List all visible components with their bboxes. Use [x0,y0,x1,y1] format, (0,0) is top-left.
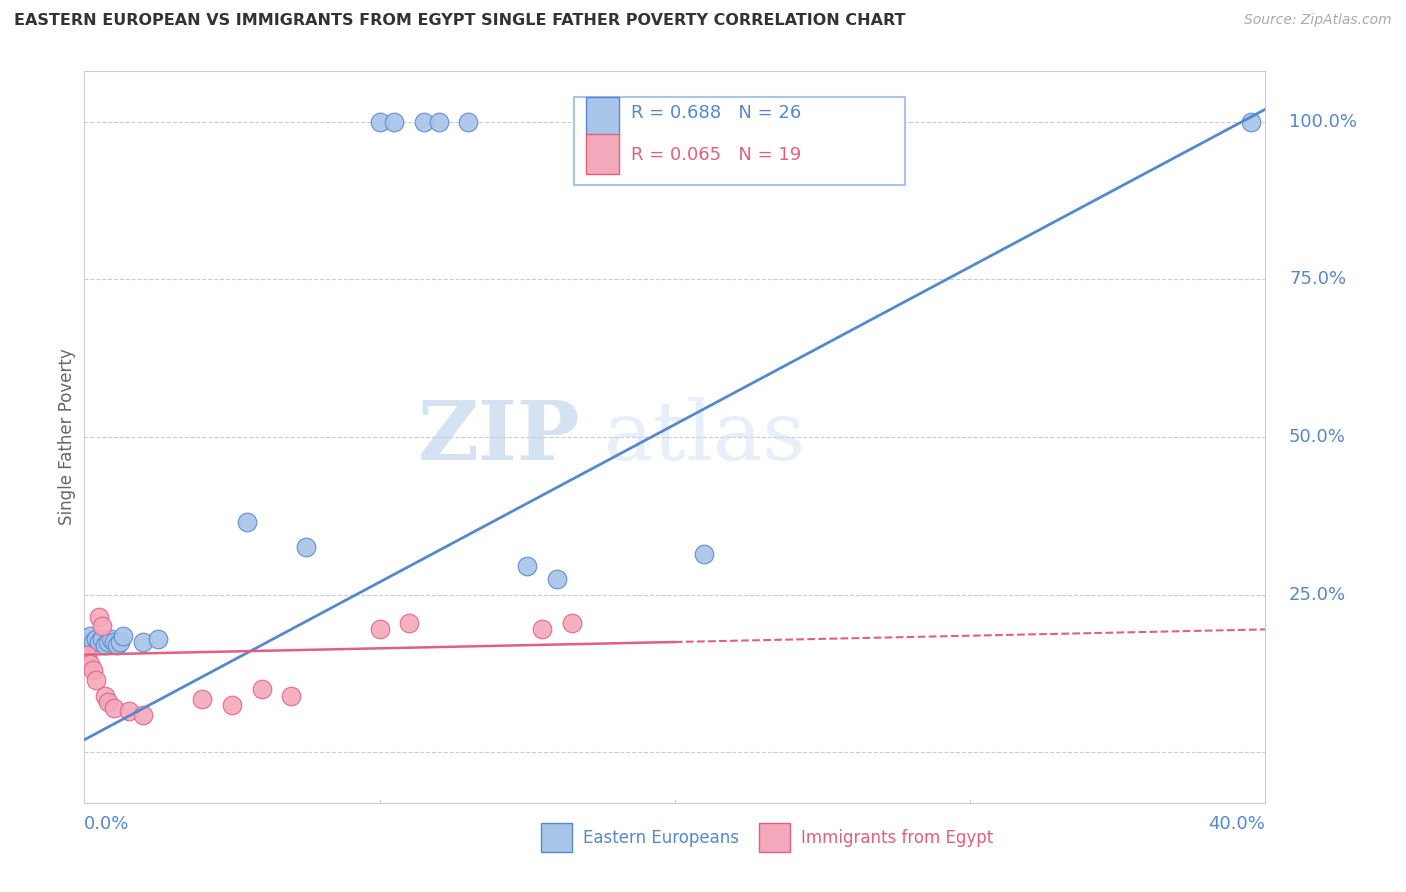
Point [87,635,111,649]
Point [693,547,716,561]
Text: 0.0%: 0.0% [84,815,129,833]
Point [103,635,125,649]
Point [97,635,120,649]
Text: R = 0.688   N = 26: R = 0.688 N = 26 [631,104,801,122]
Point [97,695,120,709]
Point [94,689,117,703]
Point [560,616,583,631]
Point [79,657,101,671]
Point [100,632,122,646]
Point [280,689,302,703]
Point [79,629,101,643]
Point [427,115,450,129]
Y-axis label: Single Father Poverty: Single Father Poverty [58,349,76,525]
Point [191,691,214,706]
Point [108,635,131,649]
Point [398,616,420,631]
Point [368,623,391,637]
Point [132,707,155,722]
Point [235,515,259,529]
Point [84,632,107,646]
Point [368,115,391,129]
Point [76,635,98,649]
Point [546,572,568,586]
Point [94,638,117,652]
Point [111,629,134,643]
Text: 25.0%: 25.0% [1289,586,1346,604]
Point [148,632,170,646]
Point [76,648,98,662]
Point [82,664,104,678]
Text: 40.0%: 40.0% [1209,815,1265,833]
Text: ZIP: ZIP [418,397,581,477]
Point [132,635,155,649]
FancyBboxPatch shape [575,97,905,185]
Point [516,559,538,574]
Text: 75.0%: 75.0% [1289,270,1346,288]
Point [87,609,111,624]
Point [91,632,114,646]
Point [413,115,436,129]
Point [105,638,128,652]
Text: Immigrants from Egypt: Immigrants from Egypt [801,829,994,847]
Point [382,115,406,129]
Point [103,701,125,715]
Point [221,698,243,712]
Point [457,115,479,129]
Text: 50.0%: 50.0% [1289,428,1346,446]
Point [295,541,318,555]
Point [530,623,553,637]
Text: Source: ZipAtlas.com: Source: ZipAtlas.com [1244,13,1392,28]
FancyBboxPatch shape [586,97,620,137]
Point [118,705,141,719]
Text: EASTERN EUROPEAN VS IMMIGRANTS FROM EGYPT SINGLE FATHER POVERTY CORRELATION CHAR: EASTERN EUROPEAN VS IMMIGRANTS FROM EGYP… [14,13,905,29]
Text: 100.0%: 100.0% [1289,112,1357,131]
FancyBboxPatch shape [586,134,620,174]
Text: atlas: atlas [605,397,806,477]
Text: R = 0.065   N = 19: R = 0.065 N = 19 [631,146,801,164]
Point [1240,115,1263,129]
Point [91,619,114,633]
Text: Eastern Europeans: Eastern Europeans [583,829,740,847]
Point [82,635,104,649]
Point [250,682,273,697]
Point [84,673,107,687]
